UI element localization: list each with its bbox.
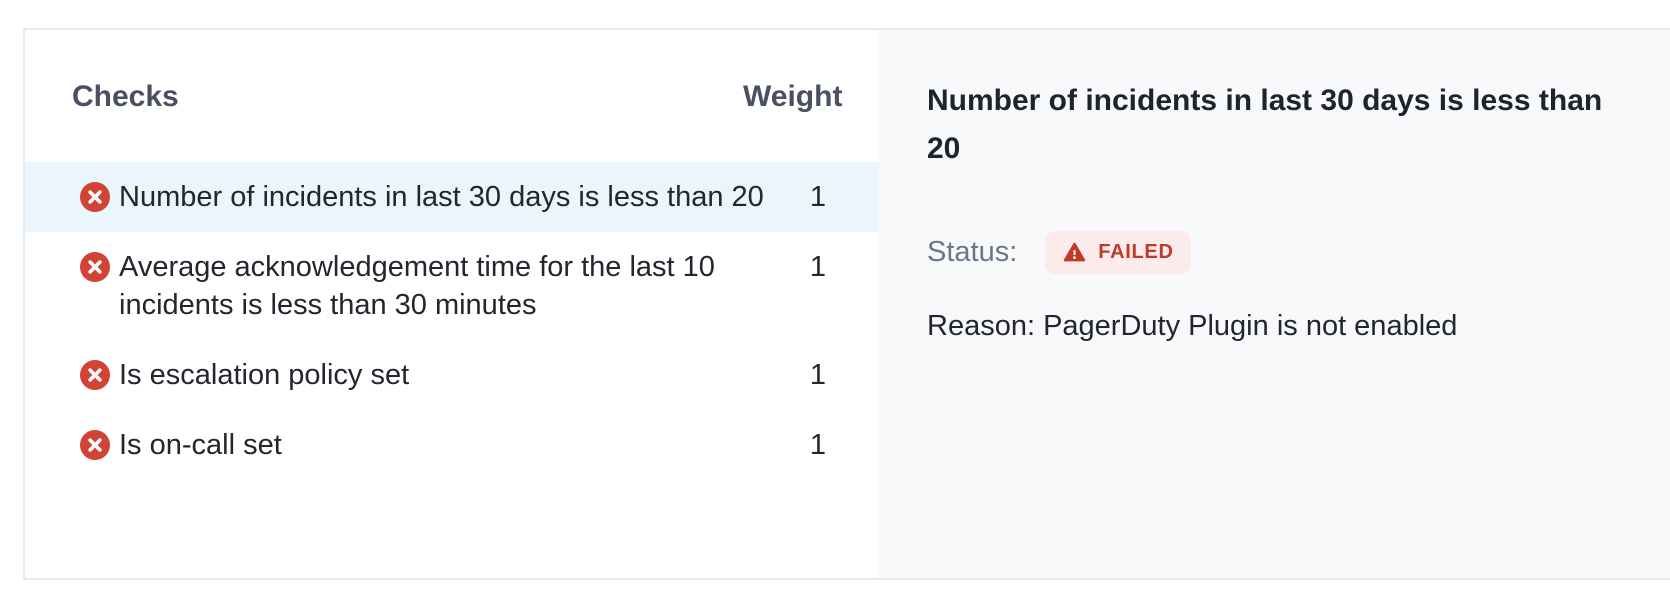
weight-column-header: Weight bbox=[743, 80, 843, 113]
checks-panel: Checks Weight Number of incidents in las… bbox=[25, 30, 879, 578]
check-row[interactable]: Average acknowledgement time for the las… bbox=[25, 232, 879, 340]
check-row[interactable]: Is escalation policy set 1 bbox=[25, 340, 879, 410]
scorecard-card: Checks Weight Number of incidents in las… bbox=[23, 28, 1670, 580]
detail-title: Number of incidents in last 30 days is l… bbox=[927, 84, 1603, 165]
check-label: Average acknowledgement time for the las… bbox=[119, 251, 715, 321]
check-label: Is on-call set bbox=[119, 429, 282, 461]
error-circle-icon bbox=[80, 252, 110, 282]
check-weight: 1 bbox=[809, 359, 827, 391]
check-weight: 1 bbox=[809, 251, 827, 283]
error-circle-icon bbox=[80, 430, 110, 460]
check-label: Number of incidents in last 30 days is l… bbox=[119, 181, 764, 213]
status-label: Status: bbox=[927, 236, 1018, 268]
reason-text: Reason: PagerDuty Plugin is not enabled bbox=[927, 310, 1458, 342]
status-badge: FAILED bbox=[1045, 231, 1191, 274]
check-row[interactable]: Number of incidents in last 30 days is l… bbox=[25, 162, 879, 232]
checks-column-header: Checks bbox=[72, 80, 179, 113]
check-row[interactable]: Is on-call set 1 bbox=[25, 410, 879, 480]
check-detail-panel: Number of incidents in last 30 days is l… bbox=[879, 30, 1670, 578]
error-circle-icon bbox=[80, 360, 110, 390]
checks-table-header: Checks Weight bbox=[25, 78, 879, 116]
check-label: Is escalation policy set bbox=[119, 359, 410, 391]
check-weight: 1 bbox=[809, 181, 827, 213]
status-badge-text: FAILED bbox=[1098, 241, 1174, 263]
warning-triangle-icon bbox=[1064, 242, 1086, 262]
check-weight: 1 bbox=[809, 429, 827, 461]
error-circle-icon bbox=[80, 182, 110, 212]
status-row: Status: FAILED bbox=[927, 231, 1643, 274]
